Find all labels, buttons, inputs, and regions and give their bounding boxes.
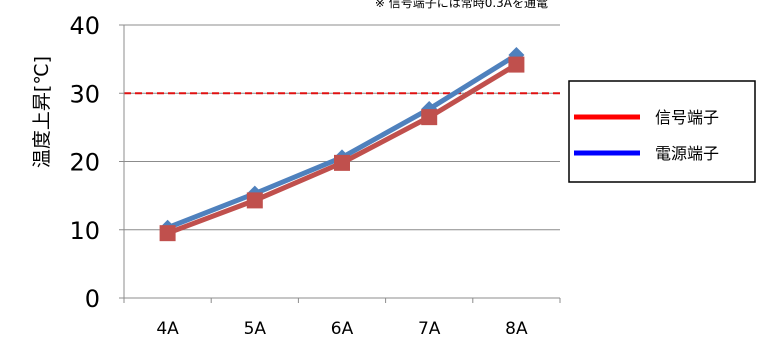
series-1-point-3 [421, 109, 438, 126]
series-line-0 [166, 52, 518, 231]
x-tick-labels: 4A 5A 6A 7A 8A [156, 319, 528, 339]
series-1-point-2 [334, 154, 350, 171]
y-tick-label-1: 10 [69, 217, 100, 245]
series-1-point-0 [159, 225, 176, 242]
series-1-point-4 [508, 56, 525, 73]
x-tick-label-1: 5A [244, 319, 267, 339]
x-tick-label-4: 8A [505, 319, 528, 339]
y-tick-labels: 0 10 20 30 40 [69, 12, 100, 313]
series-group [159, 47, 525, 242]
annotation-note: ※ 信号端子には常時0.3Aを通電 [375, 0, 548, 10]
legend-label-1: 電源端子 [655, 144, 719, 163]
y-tick-label-4: 40 [69, 12, 100, 40]
legend-label-0: 信号端子 [655, 108, 719, 127]
y-tick-label-0: 0 [85, 285, 100, 313]
y-tick-label-2: 20 [69, 149, 100, 177]
x-tick-label-3: 7A [418, 319, 441, 339]
x-tick-label-2: 6A [331, 319, 354, 339]
axes [119, 24, 561, 303]
y-tick-label-3: 30 [69, 80, 100, 108]
x-tick-label-0: 4A [156, 319, 179, 339]
gridlines [124, 24, 560, 231]
series-1-point-1 [246, 192, 263, 209]
y-axis-label: 温度上昇[℃] [31, 56, 53, 168]
